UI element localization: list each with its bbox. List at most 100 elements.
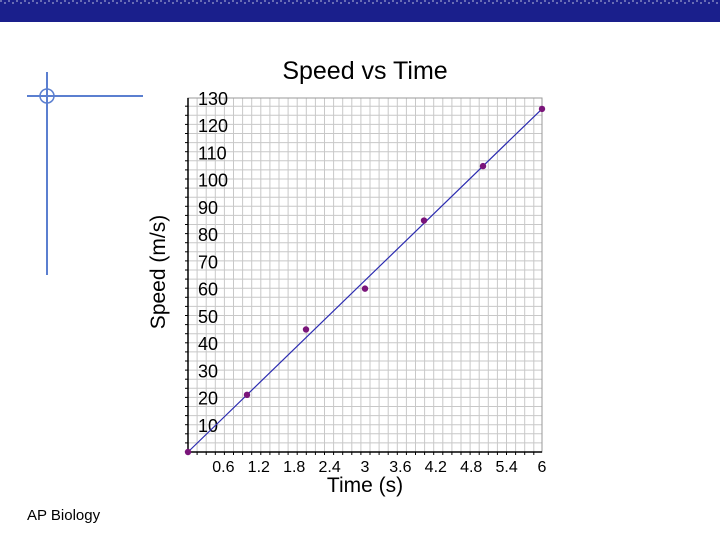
banner-dot — [392, 0, 394, 2]
banner-dot — [428, 2, 430, 4]
banner-dot — [468, 2, 470, 4]
banner-dot — [56, 0, 58, 2]
banner-dot — [308, 2, 310, 4]
banner-dot — [448, 0, 450, 2]
banner-dot — [204, 2, 206, 4]
banner-dot — [548, 2, 550, 4]
banner-dot — [420, 2, 422, 4]
banner-dot — [108, 2, 110, 4]
banner-dot — [408, 0, 410, 2]
data-point — [184, 448, 192, 456]
banner-dot — [300, 2, 302, 4]
banner-dot — [128, 0, 130, 2]
banner-dot — [436, 2, 438, 4]
banner-dot — [288, 0, 290, 2]
banner-dot — [484, 2, 486, 4]
banner-dot — [136, 0, 138, 2]
banner-dot — [396, 2, 398, 4]
banner-dot — [252, 2, 254, 4]
y-tick-label: 80 — [198, 225, 218, 245]
plot-border — [187, 97, 543, 453]
banner-dot — [140, 2, 142, 4]
banner-dot — [52, 2, 54, 4]
footer-label: AP Biology — [27, 507, 101, 524]
banner-checker-pattern — [0, 0, 720, 22]
banner-dot — [492, 2, 494, 4]
y-tick-label: 110 — [198, 143, 227, 163]
banner-dot — [24, 0, 26, 2]
x-tick-label: 3 — [361, 459, 370, 476]
banner-dot — [516, 2, 518, 4]
banner-dot — [20, 2, 22, 4]
banner-dot — [84, 2, 86, 4]
banner-dot — [348, 2, 350, 4]
banner-dot — [676, 2, 678, 4]
y-tick-label: 50 — [198, 307, 218, 327]
banner-dot — [328, 0, 330, 2]
banner-dot — [104, 0, 106, 2]
banner-dot — [172, 2, 174, 4]
banner-dot — [712, 0, 714, 2]
banner-dot — [80, 0, 82, 2]
banner-dot — [332, 2, 334, 4]
banner-dot — [144, 0, 146, 2]
banner-dot — [232, 0, 234, 2]
banner-dot — [612, 2, 614, 4]
banner-dot — [196, 2, 198, 4]
banner-dot — [684, 2, 686, 4]
banner-dot — [364, 2, 366, 4]
banner-dot — [152, 0, 154, 2]
chart-grid — [187, 97, 543, 453]
banner-dot — [540, 2, 542, 4]
banner-dot — [600, 0, 602, 2]
banner-dot — [68, 2, 70, 4]
banner-dot — [664, 0, 666, 2]
banner-dot — [268, 2, 270, 4]
banner-dot — [416, 0, 418, 2]
banner-dot — [356, 2, 358, 4]
banner-dot — [544, 0, 546, 2]
x-tick-label: 2.4 — [318, 459, 340, 476]
banner-dot — [512, 0, 514, 2]
banner-dot — [12, 2, 14, 4]
banner-dot — [556, 2, 558, 4]
banner-dot — [184, 0, 186, 2]
banner-dot — [584, 0, 586, 2]
banner-dot — [48, 0, 50, 2]
chart-axes — [187, 98, 542, 453]
banner-dot — [88, 0, 90, 2]
banner-dot — [660, 2, 662, 4]
banner-dot — [496, 0, 498, 2]
banner-dot — [116, 2, 118, 4]
banner-dot — [340, 2, 342, 4]
banner-dot — [412, 2, 414, 4]
banner-dot — [100, 2, 102, 4]
top-banner — [0, 0, 720, 22]
chart-ticks: 10 20 30 40 50 60 70 80 90 100 110 120 130 0.6 1.2 1.8 2… — [185, 89, 547, 476]
banner-dot — [8, 0, 10, 2]
banner-dot — [112, 0, 114, 2]
banner-dot — [432, 0, 434, 2]
banner-dot — [216, 0, 218, 2]
banner-dot — [280, 0, 282, 2]
y-tick-label: 100 — [198, 171, 228, 191]
banner-dot — [488, 0, 490, 2]
decorative-crosshair — [27, 72, 143, 275]
x-tick-label: 3.6 — [389, 459, 411, 476]
banner-dot — [148, 2, 150, 4]
banner-dot — [292, 2, 294, 4]
banner-dot — [668, 2, 670, 4]
banner-dot — [180, 2, 182, 4]
banner-dot — [200, 0, 202, 2]
banner-dot — [240, 0, 242, 2]
banner-dot — [76, 2, 78, 4]
y-tick-label: 120 — [198, 116, 228, 136]
chart-title: Speed vs Time — [282, 57, 447, 85]
banner-dot — [696, 0, 698, 2]
banner-dot — [532, 2, 534, 4]
banner-dot — [228, 2, 230, 4]
banner-dot — [36, 2, 38, 4]
banner-dot — [64, 0, 66, 2]
banner-background — [0, 0, 720, 22]
banner-dot — [604, 2, 606, 4]
